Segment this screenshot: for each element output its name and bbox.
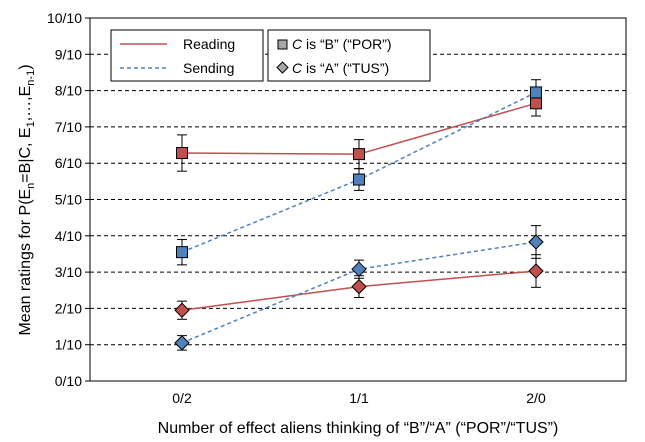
legend-box-conditions <box>110 29 264 82</box>
data-point-diamond <box>351 278 367 295</box>
legend-diamond-label: C is “A” (“TUS”) <box>292 60 389 76</box>
y-tick-label: 8/10 <box>55 83 82 99</box>
y-axis-title-part: 1 <box>25 121 37 127</box>
y-tick-label: 7/10 <box>55 119 82 135</box>
y-tick-label: 6/10 <box>55 155 82 171</box>
gridlines <box>90 53 626 346</box>
legend-sending-label: Sending <box>183 60 234 76</box>
y-axis-title: Mean ratings for P(En=B|C, E1,…,En-1) <box>17 64 37 335</box>
legend-box-markers <box>267 29 431 82</box>
y-axis-title-part: n <box>25 183 37 189</box>
y-tick-label: 4/10 <box>55 228 82 244</box>
y-axis-title-part: Mean ratings for P(E <box>17 189 34 336</box>
y-tick-label: 1/10 <box>55 337 82 353</box>
data-point-diamond <box>528 263 544 279</box>
legend-square-marker <box>277 39 288 50</box>
x-axis-title: Number of effect aliens thinking of “B”/… <box>158 420 559 437</box>
x-tick-label: 0/2 <box>172 390 192 406</box>
y-axis-title-part: ) <box>17 64 34 69</box>
legend-diamond-text: is “A” (“TUS”) <box>302 60 389 76</box>
data-series <box>174 79 544 351</box>
data-point-square <box>530 86 542 99</box>
legend-square-prefix: C <box>292 36 303 52</box>
data-point-diamond <box>351 261 367 277</box>
data-point-diamond <box>174 335 190 351</box>
x-tick-label: 1/1 <box>349 390 369 406</box>
legend-reading-label: Reading <box>183 36 235 52</box>
data-point-square <box>353 148 365 161</box>
data-point-square <box>530 97 542 110</box>
y-axis-title-part: n-1 <box>25 70 37 86</box>
data-point-square <box>176 147 188 160</box>
legend-square-label: C is “B” (“POR”) <box>292 36 392 52</box>
data-point-square <box>353 173 365 186</box>
y-tick-label: 10/10 <box>47 10 82 26</box>
y-tick-label: 2/10 <box>55 300 82 316</box>
x-tick-label: 2/0 <box>526 390 546 406</box>
y-tick-label: 9/10 <box>55 46 82 62</box>
data-point-square <box>176 246 188 259</box>
data-point-diamond <box>528 234 544 250</box>
legend-diamond-marker <box>276 61 289 74</box>
legend-diamond-prefix: C <box>292 60 303 76</box>
data-point-diamond <box>174 302 190 318</box>
legend-square-text: is “B” (“POR”) <box>302 36 391 52</box>
y-axis-title-part: ,…,E <box>17 86 34 122</box>
y-tick-label: 5/10 <box>55 192 82 208</box>
y-tick-label: 0/10 <box>55 373 82 389</box>
x-axis: 0/2 1/1 2/0 <box>172 390 546 406</box>
y-axis-title-part: =B|C, E <box>17 127 34 182</box>
y-tick-label: 3/10 <box>55 264 82 280</box>
y-axis: 0/10 1/10 2/10 3/10 4/10 5/10 6/10 7/10 8/10 9/10… <box>47 10 90 389</box>
legend: Reading Sending C is “B” (“POR”) C is “A… <box>110 29 431 82</box>
